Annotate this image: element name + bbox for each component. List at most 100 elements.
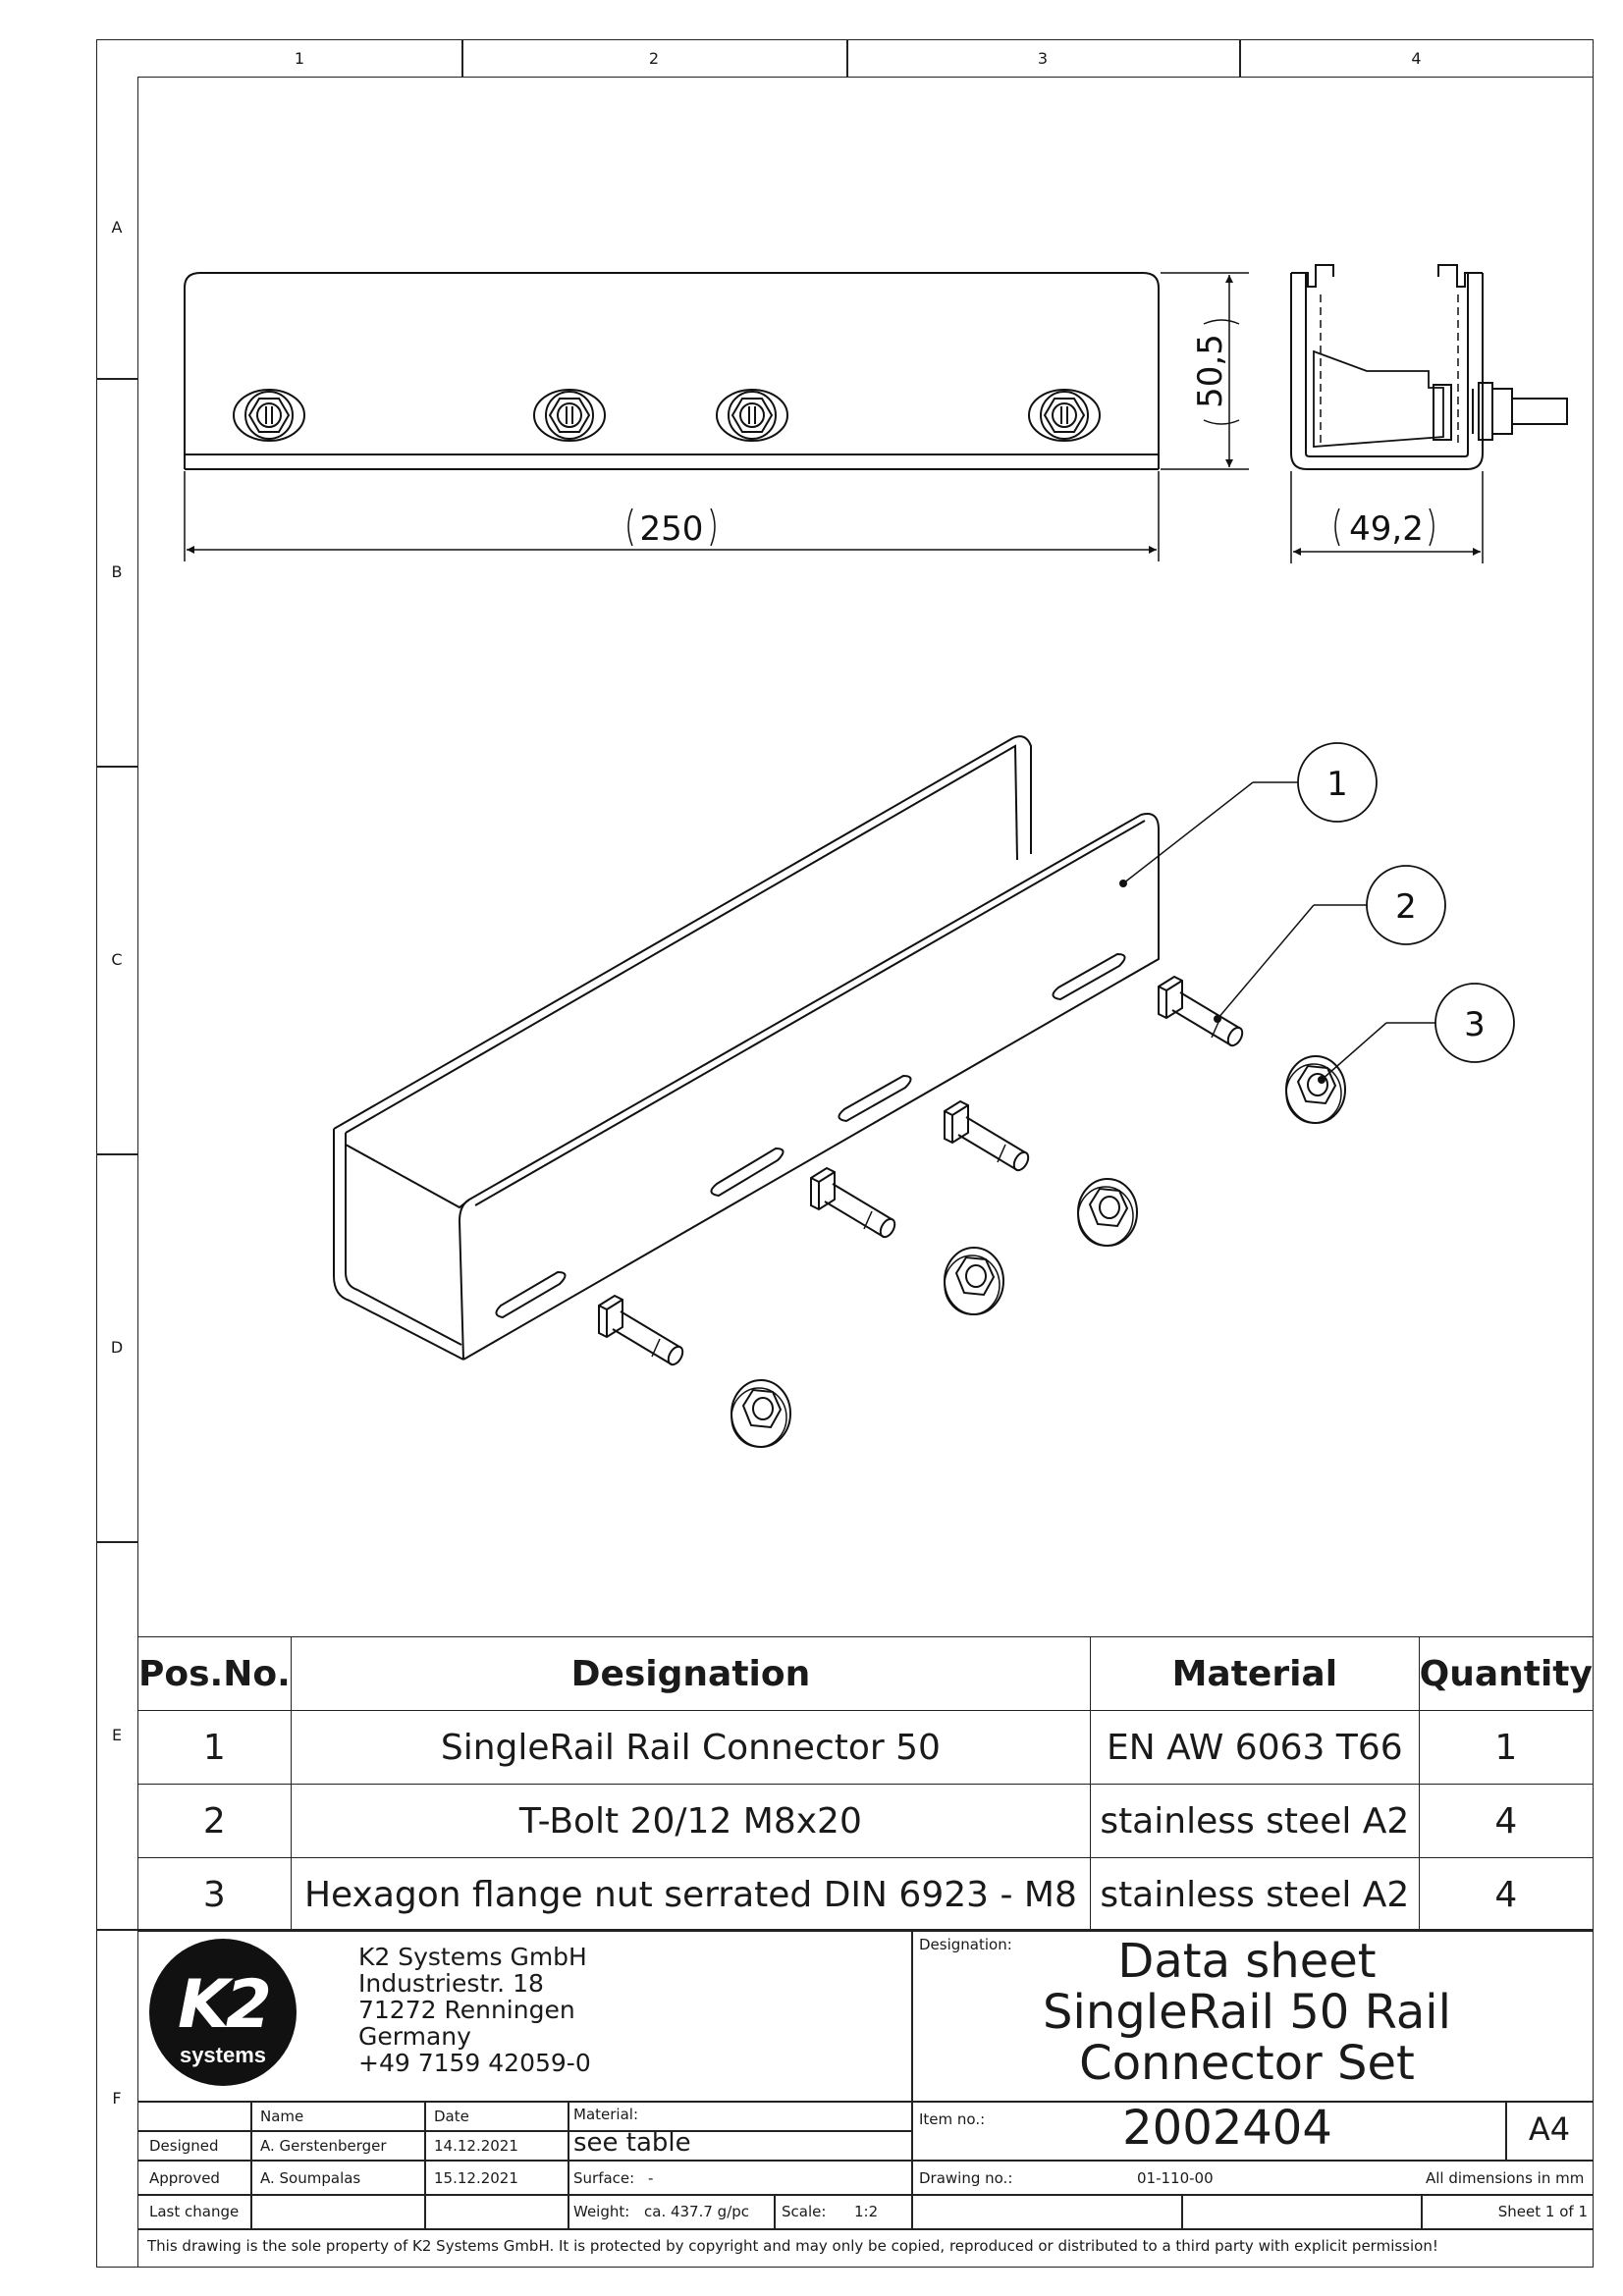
t-bolt-4 [1158,976,1247,1049]
balloon-1-label: 1 [1326,765,1348,804]
nut-3 [1077,1178,1138,1247]
bom-header-row: Pos.No. Designation Material Quantity [137,1636,1595,1711]
zone-col-2: 2 [648,48,660,68]
zone-divider [96,1541,137,1543]
dim-width-label: 49,2 [1349,509,1424,549]
bom-designation: Hexagon flange nut serrated DIN 6923 - M… [290,1857,1092,1932]
zone-divider [1239,39,1241,77]
leader-dot [1214,1015,1221,1023]
bom-designation: SingleRail Rail Connector 50 [290,1710,1092,1785]
balloon-3-label: 3 [1464,1005,1486,1044]
zone-row-f: F [112,2089,122,2108]
inner-frame [137,77,1594,2268]
zone-divider [96,1153,137,1155]
zone-row-b: B [111,562,123,581]
table-row: 3 Hexagon flange nut serrated DIN 6923 -… [137,1857,1595,1932]
dimension-lines [184,272,1484,563]
company-name: K2 Systems GmbH [358,1943,587,1971]
balloon-3 [1434,983,1515,1063]
drawing-no-label: Drawing no.: [919,2169,1013,2187]
name-header: Name [260,2108,304,2125]
paper-size: A4 [1528,2110,1571,2148]
k2-logo: K2 systems [149,1939,297,2086]
zone-divider [846,39,848,77]
dim-length-label: 250 [640,509,704,549]
bom-pos: 3 [137,1857,292,1932]
title-line-3: Connector Set [1079,2036,1415,2091]
bom-qty: 1 [1418,1710,1595,1785]
company-city: 71272 Renningen [358,1996,575,2024]
bom-header-quantity: Quantity [1418,1636,1595,1711]
bom-material: stainless steel A2 [1090,1857,1420,1932]
sheet-number: Sheet 1 of 1 [1497,2203,1588,2220]
surface-label: Surface: [573,2169,635,2187]
title-line-2: SingleRail 50 Rail [1043,1985,1451,2040]
zone-col-4: 4 [1411,48,1422,68]
logo-text: K2 [177,1966,272,2044]
bom-header-pos: Pos.No. [137,1636,292,1711]
dimensions-note: All dimensions in mm [1426,2169,1585,2187]
item-number: 2002404 [1122,2101,1332,2156]
zone-divider [96,766,137,768]
side-view [1290,264,1568,470]
bom-designation: T-Bolt 20/12 M8x20 [290,1784,1092,1858]
zone-row-e: E [111,1726,123,1744]
isometric-view [333,735,1160,1361]
zone-divider [461,39,463,77]
designed-label: Designed [149,2137,219,2155]
zone-col-1: 1 [294,48,305,68]
scale-value: 1:2 [854,2203,879,2220]
bom-header-designation: Designation [290,1636,1092,1711]
balloon-leaders [1122,781,1435,1081]
zone-row-c: C [111,950,123,969]
zone-row-a: A [111,218,123,237]
approved-label: Approved [149,2169,220,2187]
balloon-2-label: 2 [1395,887,1417,927]
bom-pos: 2 [137,1784,292,1858]
leader-dot [1119,880,1127,887]
date-header: Date [434,2108,469,2125]
nut-2 [944,1247,1004,1315]
item-no-label: Item no.: [919,2110,986,2128]
bom-material: stainless steel A2 [1090,1784,1420,1858]
zone-col-3: 3 [1037,48,1049,68]
company-country: Germany [358,2022,471,2051]
dim-height-label: 50,5 [1191,334,1230,408]
copyright-notice: This drawing is the sole property of K2 … [147,2237,1438,2255]
balloon-1 [1297,742,1378,823]
title-line-1: Data sheet [1117,1934,1377,1989]
bom-qty: 4 [1418,1784,1595,1858]
bom-pos: 1 [137,1710,292,1785]
company-address: K2 Systems GmbH Industriestr. 18 71272 R… [358,1944,591,2076]
approved-date: 15.12.2021 [434,2169,518,2187]
approved-name: A. Soumpalas [260,2169,361,2187]
table-row: 2 T-Bolt 20/12 M8x20 stainless steel A2 … [137,1784,1595,1858]
designed-date: 14.12.2021 [434,2137,518,2155]
dim-brackets [627,319,1434,547]
zone-row-d: D [110,1338,124,1357]
balloon-2 [1366,865,1446,945]
company-street: Industriestr. 18 [358,1969,544,1998]
nut-1 [730,1379,791,1448]
last-change-label: Last change [149,2203,240,2220]
company-phone: +49 7159 42059-0 [358,2049,591,2077]
drawing-number: 01-110-00 [1137,2169,1214,2187]
table-row: 1 SingleRail Rail Connector 50 EN AW 606… [137,1710,1595,1785]
designed-name: A. Gerstenberger [260,2137,387,2155]
technical-drawing: 250 50,5 49,2 1 2 [184,264,1568,1448]
material-label: Material: [573,2106,638,2123]
t-bolt-2 [810,1167,899,1241]
bill-of-materials: Pos.No. Designation Material Quantity 1 … [137,1636,1595,1932]
weight-value: ca. 437.7 g/pc [644,2203,750,2220]
bom-material: EN AW 6063 T66 [1090,1710,1420,1785]
scale-label: Scale: [782,2203,827,2220]
drawing-title: Data sheet SingleRail 50 Rail Connector … [1021,1936,1473,2089]
bom-qty: 4 [1418,1857,1595,1932]
bom-header-material: Material [1090,1636,1420,1711]
zone-divider [96,378,137,380]
logo-subtext: systems [179,2043,267,2067]
t-bolt-1 [598,1295,687,1368]
t-bolt-3 [944,1100,1033,1174]
leader-dot [1318,1076,1325,1084]
designation-label: Designation: [919,1936,1012,1953]
